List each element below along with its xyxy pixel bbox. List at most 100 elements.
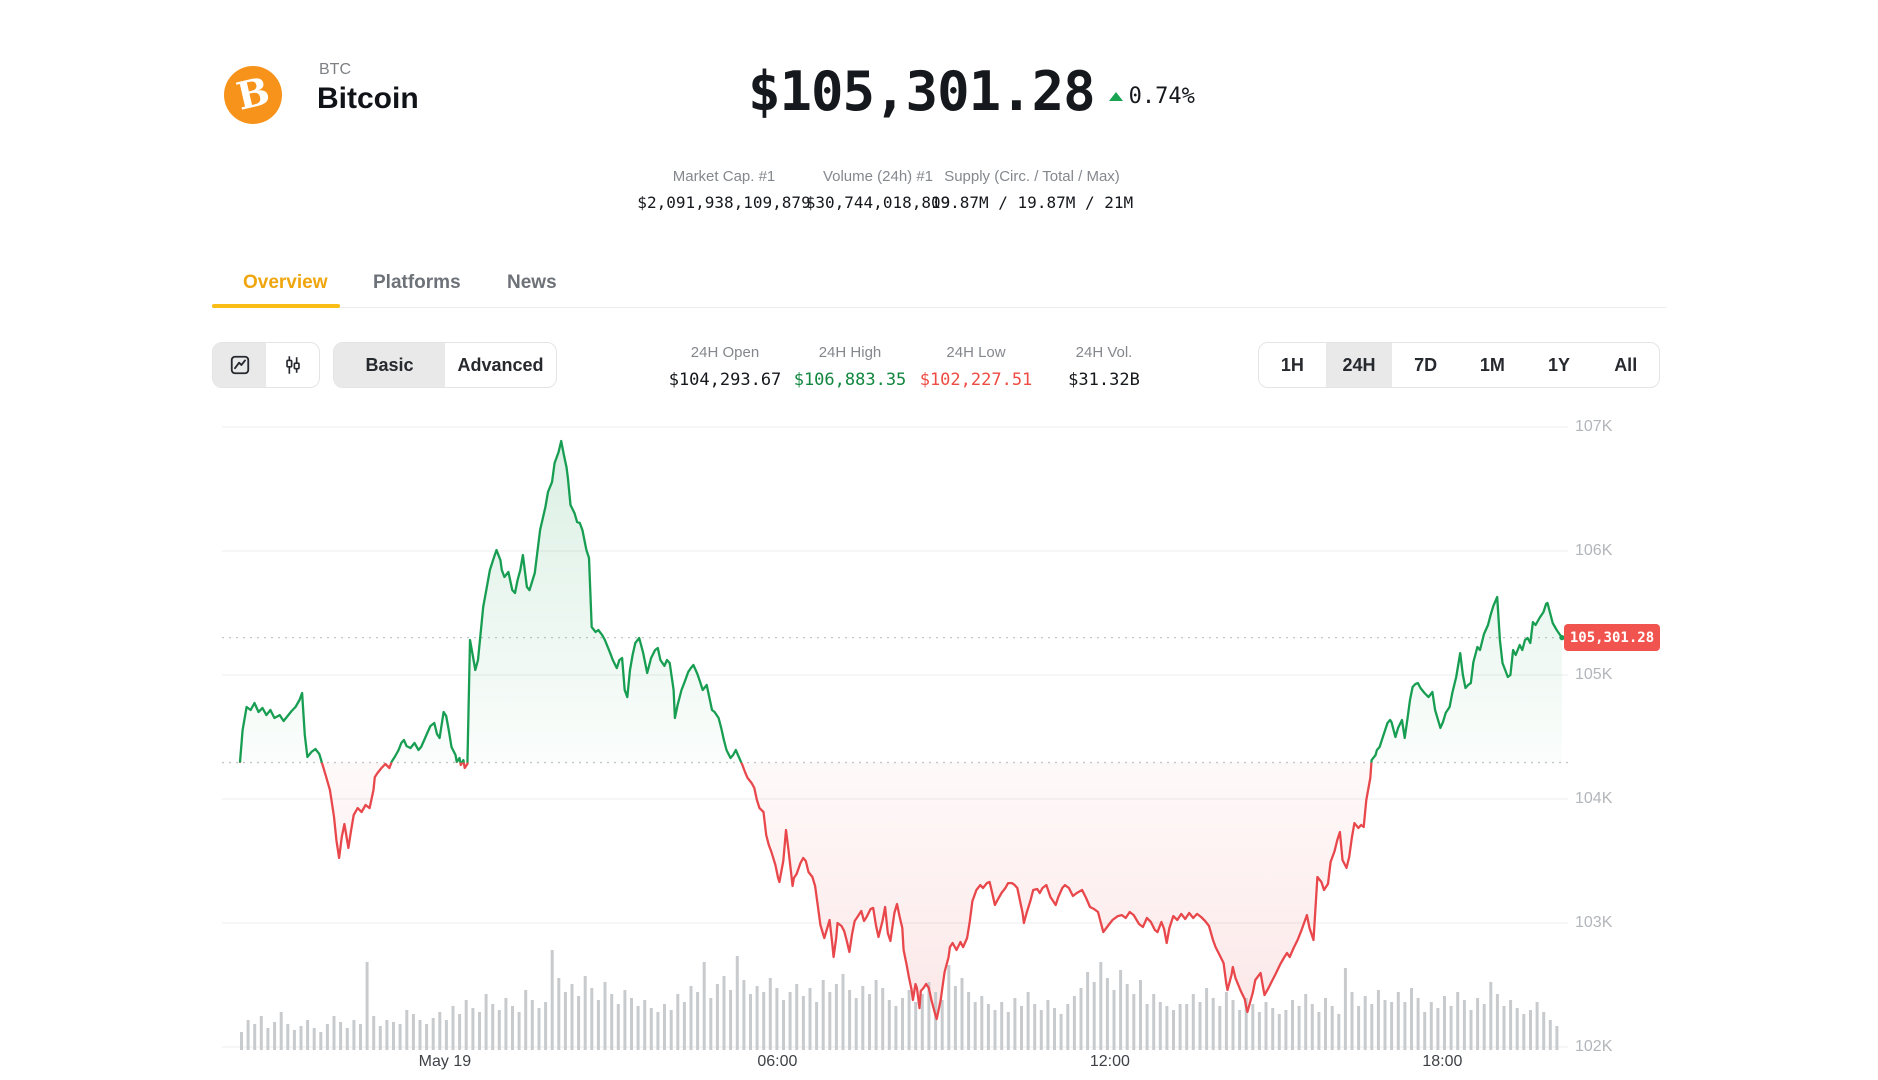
volume-bar — [1020, 1006, 1023, 1050]
volume-bar — [1476, 998, 1480, 1050]
volume-bar — [550, 950, 554, 1050]
line-chart-button[interactable] — [213, 343, 266, 387]
volume-bar — [1079, 988, 1083, 1050]
volume-bar — [524, 990, 528, 1050]
volume-bar — [1403, 1002, 1407, 1050]
volume-bar — [1429, 1002, 1433, 1050]
volume-bar — [1112, 990, 1116, 1050]
coin-symbol: BTC — [319, 61, 351, 78]
volume-bar — [742, 980, 746, 1050]
area-fill-down — [240, 762, 1562, 1019]
active-tab-underline — [212, 304, 340, 308]
volume-bar — [808, 988, 812, 1050]
stat-24h-open-label: 24H Open — [690, 344, 760, 361]
price-change: 0.74% — [1108, 84, 1195, 109]
volume-bar — [881, 988, 885, 1050]
basic-mode-button[interactable]: Basic — [334, 343, 445, 387]
volume-bar — [1317, 1012, 1321, 1050]
volume-bar — [1224, 992, 1228, 1050]
advanced-mode-button[interactable]: Advanced — [457, 354, 544, 375]
volume-bar — [1495, 994, 1499, 1050]
range-7d-button[interactable]: 7D — [1414, 354, 1438, 375]
volume-bar — [530, 1000, 534, 1050]
volume-bar — [927, 982, 931, 1050]
tab-overview[interactable]: Overview — [243, 272, 328, 293]
volume-bar — [669, 1010, 673, 1050]
volume-bar — [834, 984, 838, 1050]
volume-bar — [907, 990, 911, 1050]
volume-bar — [1343, 968, 1347, 1050]
volume-bar — [484, 994, 488, 1050]
stat-24h-open: 24H Open $104,293.67 — [669, 344, 782, 390]
volume-bar — [411, 1014, 415, 1050]
volume-bar — [279, 1012, 283, 1050]
volume-bar — [722, 976, 726, 1050]
volume-bar — [405, 1010, 409, 1050]
volume-bar — [861, 986, 865, 1050]
volume-bar — [1086, 972, 1090, 1050]
volume-bar — [821, 980, 825, 1050]
price-change-percent: 0.74% — [1128, 84, 1195, 109]
volume-bar — [1165, 1006, 1169, 1050]
up-triangle-icon — [1108, 92, 1123, 101]
volume-bar — [848, 990, 852, 1050]
candlestick-chart-button[interactable] — [266, 343, 319, 387]
volume-bar — [299, 1026, 303, 1050]
tab-platforms[interactable]: Platforms — [373, 272, 461, 293]
range-all-button[interactable]: All — [1614, 354, 1638, 375]
volume-bar — [1132, 994, 1136, 1050]
volume-bar — [1376, 990, 1380, 1050]
volume-bar — [755, 986, 759, 1050]
tab-news[interactable]: News — [507, 272, 557, 293]
volume-bar — [570, 984, 574, 1050]
y-axis-label: 105K — [1575, 666, 1613, 683]
volume-bar — [1462, 1000, 1466, 1050]
stat-24h-high-value: $106,883.35 — [793, 370, 907, 390]
volume-bar — [1152, 994, 1156, 1050]
volume-bar — [1172, 1010, 1175, 1050]
range-1m-button[interactable]: 1M — [1479, 354, 1505, 375]
volume-bar — [544, 1002, 548, 1050]
volume-bar — [960, 978, 964, 1050]
volume-bar — [894, 1006, 898, 1050]
volume-bar — [312, 1028, 316, 1050]
volume-bar — [273, 1022, 277, 1050]
volume-bar — [1304, 994, 1308, 1050]
volume-bar — [1370, 1004, 1374, 1050]
volume-bar — [973, 1002, 977, 1050]
volume-bar — [1324, 998, 1327, 1050]
volume-bar — [762, 992, 766, 1050]
volume-bar — [663, 1004, 666, 1050]
volume-bar — [385, 1020, 389, 1050]
volume-bar — [1535, 1002, 1539, 1050]
volume-bar — [782, 1000, 785, 1050]
coin-name: Bitcoin — [317, 82, 419, 115]
y-axis-label: 104K — [1575, 790, 1613, 807]
volume-bar — [616, 1004, 620, 1050]
range-1h-button[interactable]: 1H — [1280, 354, 1304, 375]
volume-bar — [735, 956, 739, 1050]
volume-bar — [1482, 1004, 1486, 1050]
volume-bar — [583, 976, 587, 1050]
y-axis-label: 106K — [1575, 542, 1613, 559]
range-1y-button[interactable]: 1Y — [1548, 354, 1571, 375]
volume-bar — [378, 1026, 382, 1050]
volume-bar — [240, 1032, 243, 1050]
volume-bar — [563, 992, 567, 1050]
volume-bar — [940, 1000, 944, 1050]
candlestick-chart-icon — [285, 356, 300, 374]
range-24h-button[interactable]: 24H — [1325, 343, 1393, 387]
volume-bar — [1059, 1014, 1063, 1050]
price-line-up — [238, 439, 1564, 763]
volume-bar — [1515, 1008, 1519, 1050]
volume-bar — [656, 1012, 660, 1050]
volume-bar — [1072, 996, 1076, 1050]
volume-bar — [953, 986, 957, 1050]
volume-bar — [603, 982, 607, 1050]
volume-bar — [491, 1004, 495, 1050]
volume-bar — [887, 1000, 891, 1050]
volume-bar — [795, 984, 799, 1050]
market-stats-row: Market Cap. #1 $2,091,938,109,879 Volume… — [0, 168, 1878, 228]
volume-bar — [1522, 1014, 1526, 1050]
